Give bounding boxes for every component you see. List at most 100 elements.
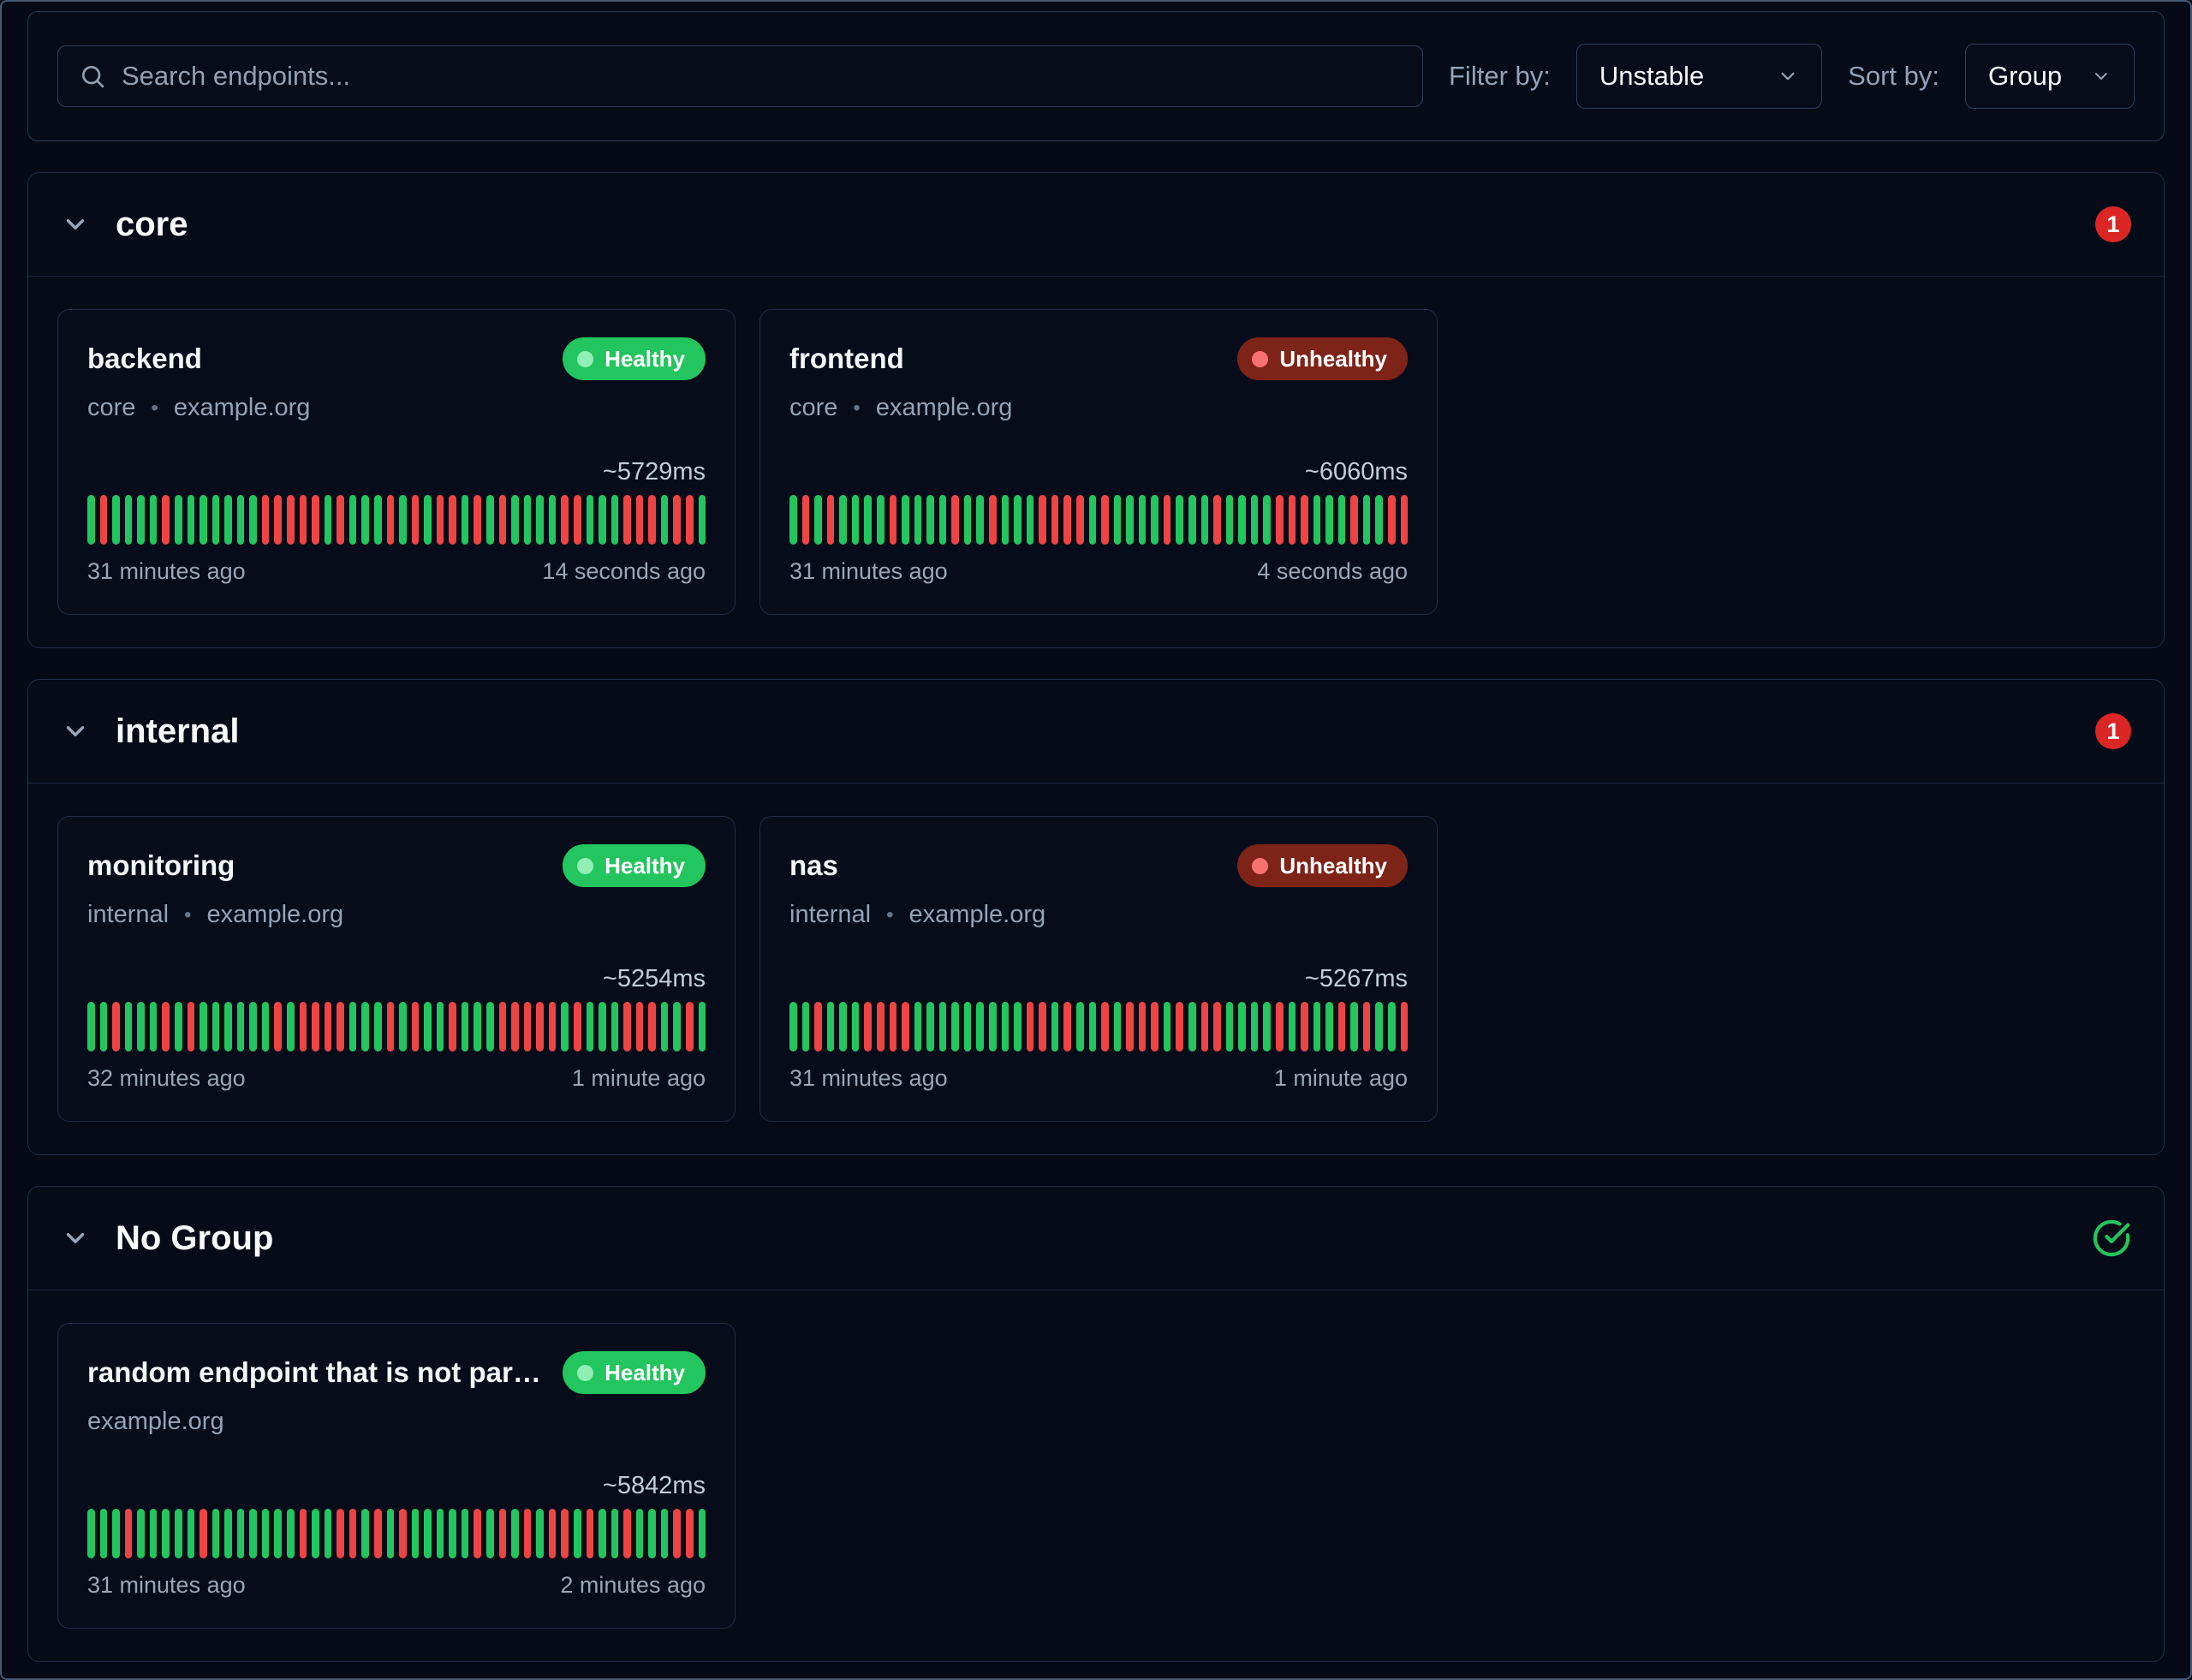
history-bar-up[interactable]	[1051, 1002, 1059, 1051]
history-bar-up[interactable]	[261, 1002, 270, 1051]
filter-dropdown[interactable]: Unstable	[1576, 44, 1823, 109]
history-bar-up[interactable]	[361, 495, 369, 545]
history-bar-up[interactable]	[660, 1509, 669, 1558]
history-bar-up[interactable]	[137, 495, 145, 545]
history-bar-down[interactable]	[889, 1002, 897, 1051]
history-bar-up[interactable]	[149, 1002, 158, 1051]
history-bar-up[interactable]	[1350, 1002, 1358, 1051]
history-bar-up[interactable]	[224, 1509, 232, 1558]
history-bar-up[interactable]	[611, 1509, 619, 1558]
history-bar-up[interactable]	[1088, 495, 1097, 545]
history-bar-down[interactable]	[686, 1002, 694, 1051]
history-bar-down[interactable]	[124, 1509, 133, 1558]
history-bar-down[interactable]	[1362, 1002, 1371, 1051]
history-bar-down[interactable]	[1063, 1002, 1071, 1051]
history-bar-up[interactable]	[361, 1509, 369, 1558]
history-bar-up[interactable]	[938, 495, 947, 545]
history-bar-up[interactable]	[1014, 495, 1022, 545]
history-bar-up[interactable]	[324, 1509, 332, 1558]
history-bar-up[interactable]	[976, 1002, 984, 1051]
history-bar-up[interactable]	[1313, 495, 1321, 545]
history-bar-up[interactable]	[87, 1509, 95, 1558]
history-bar-up[interactable]	[1001, 495, 1010, 545]
history-bar-up[interactable]	[902, 495, 909, 545]
history-bar-up[interactable]	[486, 495, 494, 545]
history-bar-down[interactable]	[1101, 495, 1109, 545]
history-bar-up[interactable]	[914, 495, 922, 545]
history-bar-up[interactable]	[149, 1509, 158, 1558]
history-bar-up[interactable]	[839, 1002, 847, 1051]
sort-dropdown[interactable]: Group	[1965, 44, 2135, 109]
history-bar-down[interactable]	[1163, 495, 1171, 545]
history-bar-up[interactable]	[137, 1002, 145, 1051]
history-bar-up[interactable]	[1375, 495, 1383, 545]
history-bar-up[interactable]	[864, 495, 872, 545]
chevron-down-icon[interactable]	[61, 210, 90, 239]
history-bar-up[interactable]	[1163, 1002, 1171, 1051]
history-bar-down[interactable]	[312, 495, 319, 545]
history-bar-up[interactable]	[586, 495, 594, 545]
history-bar-up[interactable]	[963, 1002, 972, 1051]
history-bar-down[interactable]	[1200, 1002, 1209, 1051]
history-bar-up[interactable]	[1200, 495, 1209, 545]
group-header-internal[interactable]: internal 1	[28, 680, 2164, 783]
history-bar-up[interactable]	[486, 1509, 494, 1558]
history-bar-up[interactable]	[561, 1002, 569, 1051]
history-bar-up[interactable]	[1188, 1002, 1196, 1051]
history-bar-up[interactable]	[1250, 1002, 1259, 1051]
history-bar-up[interactable]	[951, 1002, 959, 1051]
history-bar-up[interactable]	[1026, 495, 1034, 545]
history-bar-down[interactable]	[348, 1509, 357, 1558]
history-bar-up[interactable]	[373, 1002, 382, 1051]
history-bar-down[interactable]	[324, 1002, 332, 1051]
history-bar-down[interactable]	[686, 495, 694, 545]
history-bar-up[interactable]	[1138, 495, 1147, 545]
history-bar-up[interactable]	[236, 1002, 245, 1051]
history-bar-up[interactable]	[1001, 1002, 1010, 1051]
history-bar-up[interactable]	[1288, 1002, 1296, 1051]
history-bar-up[interactable]	[274, 1509, 282, 1558]
history-bar-down[interactable]	[548, 1509, 557, 1558]
endpoint-card[interactable]: frontend Unhealthy core • example.org ~6…	[759, 309, 1438, 615]
history-bar-up[interactable]	[1325, 495, 1333, 545]
history-bar-down[interactable]	[112, 1002, 120, 1051]
history-bar-up[interactable]	[236, 495, 245, 545]
history-bar-down[interactable]	[436, 495, 444, 545]
history-bar-down[interactable]	[635, 1002, 644, 1051]
history-bar-up[interactable]	[876, 495, 885, 545]
history-bar-down[interactable]	[200, 1509, 207, 1558]
history-bar-up[interactable]	[801, 1002, 810, 1051]
history-bar-up[interactable]	[1126, 495, 1134, 545]
history-bar-up[interactable]	[989, 1002, 997, 1051]
history-bar-up[interactable]	[1250, 495, 1259, 545]
history-bar-up[interactable]	[511, 495, 519, 545]
history-bar-up[interactable]	[174, 495, 182, 545]
history-bar-up[interactable]	[648, 1509, 656, 1558]
history-bar-up[interactable]	[1225, 495, 1234, 545]
history-bar-up[interactable]	[449, 1509, 456, 1558]
history-bar-down[interactable]	[474, 495, 481, 545]
history-bar-up[interactable]	[1113, 495, 1122, 545]
history-bar-down[interactable]	[337, 1509, 344, 1558]
history-bar-up[interactable]	[373, 495, 382, 545]
history-bar-up[interactable]	[826, 1002, 835, 1051]
history-bar-up[interactable]	[511, 1509, 519, 1558]
history-bar-up[interactable]	[548, 495, 557, 545]
history-bar-up[interactable]	[149, 495, 158, 545]
history-bar-up[interactable]	[361, 1002, 369, 1051]
endpoint-card[interactable]: nas Unhealthy internal • example.org ~52…	[759, 816, 1438, 1122]
history-bar-up[interactable]	[1263, 1002, 1271, 1051]
history-bar-down[interactable]	[561, 495, 569, 545]
history-bar-down[interactable]	[399, 1509, 407, 1558]
history-bar-down[interactable]	[299, 1002, 307, 1051]
history-bar-up[interactable]	[1225, 1002, 1234, 1051]
history-bar-up[interactable]	[124, 495, 133, 545]
history-bar-up[interactable]	[436, 1002, 444, 1051]
history-bar-up[interactable]	[599, 1509, 606, 1558]
history-bar-up[interactable]	[137, 1509, 145, 1558]
history-bar-up[interactable]	[976, 495, 984, 545]
history-bar-down[interactable]	[864, 1002, 872, 1051]
chevron-down-icon[interactable]	[61, 1224, 90, 1253]
history-bar-down[interactable]	[1213, 495, 1221, 545]
history-bar-up[interactable]	[87, 1002, 95, 1051]
